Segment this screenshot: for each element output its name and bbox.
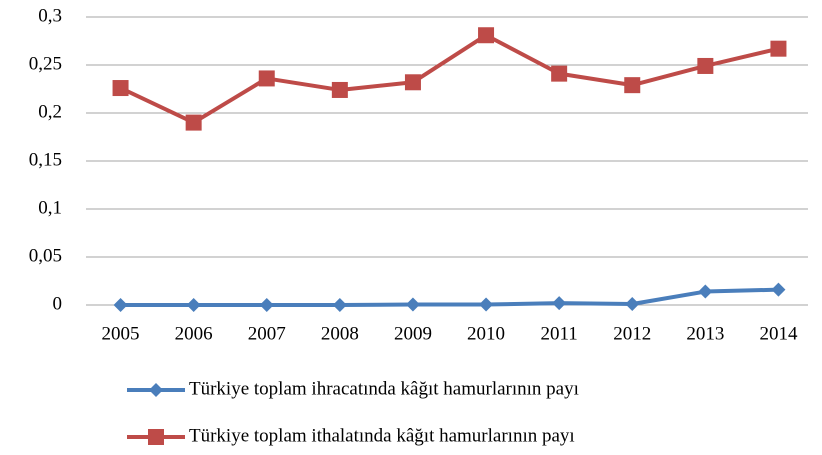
marker — [552, 296, 567, 311]
marker — [113, 298, 128, 312]
marker — [148, 429, 164, 445]
marker — [332, 298, 347, 312]
y-tick-label: 0,05 — [29, 245, 62, 266]
marker — [625, 297, 640, 312]
marker — [770, 40, 787, 57]
series-line — [120, 287, 779, 307]
marker — [479, 297, 494, 312]
marker — [404, 74, 421, 91]
x-tick-label: 2012 — [613, 323, 651, 344]
x-tick-label: 2006 — [175, 323, 213, 344]
marker — [149, 383, 163, 397]
y-tick-label: 0,25 — [29, 53, 62, 74]
x-tick-label: 2014 — [759, 323, 798, 344]
marker — [185, 114, 202, 131]
marker — [258, 70, 275, 87]
marker — [186, 298, 201, 312]
marker — [331, 81, 348, 98]
y-tick-label: 0,3 — [38, 5, 62, 26]
y-tick-label: 0,15 — [29, 149, 62, 170]
x-tick-label: 2008 — [321, 323, 359, 344]
marker — [697, 57, 714, 74]
x-tick-label: 2013 — [686, 323, 724, 344]
marker — [405, 297, 420, 312]
marker — [624, 77, 641, 94]
legend-label: Türkiye toplam ihracatında kâğıt hamurla… — [189, 378, 579, 399]
marker — [771, 282, 786, 297]
x-tick-label: 2011 — [541, 323, 578, 344]
marker — [112, 80, 129, 97]
marker — [478, 27, 495, 44]
y-tick-label: 0 — [53, 293, 63, 314]
marker — [259, 298, 274, 312]
x-tick-label: 2009 — [394, 323, 432, 344]
series-line — [119, 33, 779, 125]
y-tick-label: 0,2 — [38, 101, 62, 122]
y-tick-label: 0,1 — [38, 197, 62, 218]
legend-label: Türkiye toplam ithalatında kâğıt hamurla… — [189, 425, 575, 446]
marker — [551, 65, 568, 82]
marker — [698, 284, 713, 299]
x-tick-label: 2010 — [467, 323, 505, 344]
x-tick-label: 2005 — [102, 323, 140, 344]
x-tick-label: 2007 — [248, 323, 286, 344]
